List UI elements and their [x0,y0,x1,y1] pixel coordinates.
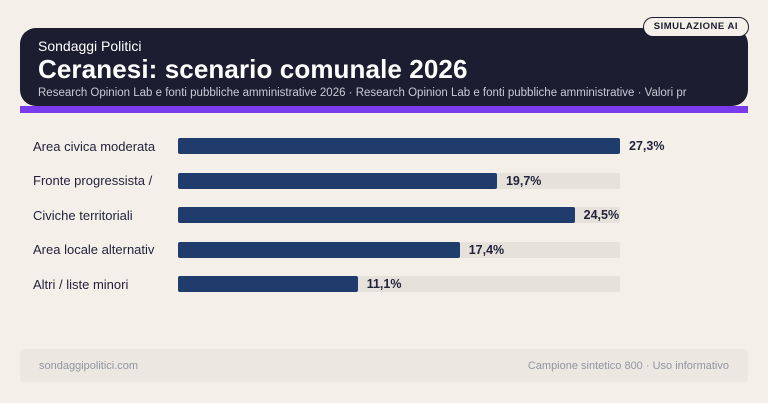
bar-row: Altri / liste minori 11,1% [33,276,735,292]
footer-bar: sondaggipolitici.com Campione sintetico … [20,349,748,382]
brand-kicker: Sondaggi Politici [38,38,142,54]
footer-site: sondaggipolitici.com [39,359,139,372]
bar-fill [178,276,358,292]
value-label: 19,7% [505,173,542,188]
bar-fill [178,241,460,258]
header-card: Sondaggi Politici Ceranesi: scenario com… [20,28,748,106]
source-subtitle: Research Opinion Lab e fonti pubbliche a… [38,87,687,99]
bar-fill [178,207,575,223]
bar-track: 27,3% [178,138,664,154]
footer-note: Campione sintetico 800 · Uso informativo [527,359,729,372]
category-label: Area civica moderata [33,138,156,154]
bar-fill [178,172,497,189]
bar-row: Area civica moderata 27,3% [33,138,735,154]
bar-chart: Area civica moderata 27,3% Fronte progre… [33,138,735,311]
bar-row: Area locale alternativ 17,4% [33,241,735,258]
bar-fill [178,138,620,154]
value-label: 17,4% [468,242,505,257]
bar-track: 19,7% [178,172,620,189]
category-label: Civiche territoriali [33,207,133,223]
value-label: 27,3% [629,139,665,153]
page-title: Ceranesi: scenario comunale 2026 [38,54,468,84]
category-label: Fronte progressista / [33,173,153,188]
bar-track: 17,4% [178,241,620,258]
value-label: 11,1% [366,277,402,291]
bar-row: Fronte progressista / 19,7% [33,172,735,189]
accent-divider [20,106,748,113]
category-label: Altri / liste minori [33,276,129,292]
simulation-badge: SIMULAZIONE AI [642,17,749,37]
bar-track: 24,5% [178,207,620,223]
bar-track: 11,1% [178,276,620,292]
category-label: Area locale alternativ [33,242,155,257]
value-label: 24,5% [583,208,620,222]
bar-row: Civiche territoriali 24,5% [33,207,735,223]
